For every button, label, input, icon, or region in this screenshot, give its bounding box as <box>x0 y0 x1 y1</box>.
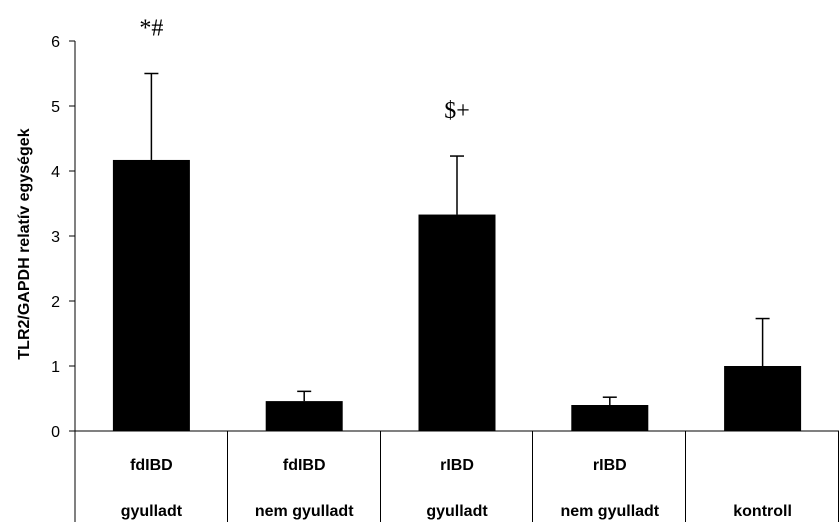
y-tick-label: 0 <box>51 424 60 441</box>
bar <box>112 159 190 431</box>
y-tick-label: 3 <box>51 229 60 246</box>
significance-annotation: *# <box>139 16 163 42</box>
category-labels: fdIBD gyulladt fdIBD nem gyulladt rIBD gyulla… <box>121 457 792 520</box>
category-label-line2: gyulladt <box>121 503 183 520</box>
y-tick-label: 5 <box>51 99 60 116</box>
bar <box>571 405 649 431</box>
category-label-line2: kontroll <box>733 503 792 520</box>
category-label-line1: fdIBD <box>283 457 326 474</box>
y-tick-label: 4 <box>51 164 60 181</box>
category-label-line1: rIBD <box>593 457 627 474</box>
category-label-line2: nem gyulladt <box>255 503 354 520</box>
y-axis-ticks: 0 1 2 3 4 5 6 <box>51 34 75 441</box>
y-axis-label: TLR2/GAPDH relatív egységek <box>16 128 33 359</box>
bar <box>265 401 343 431</box>
bar <box>724 366 802 431</box>
annotations: *# $+ <box>139 16 469 125</box>
category-label-line1: rIBD <box>440 457 474 474</box>
category-label-line2: nem gyulladt <box>560 503 659 520</box>
category-label-line1: fdIBD <box>130 457 173 474</box>
category-label-line2: gyulladt <box>426 503 488 520</box>
y-tick-label: 2 <box>51 294 60 311</box>
y-tick-label: 6 <box>51 34 60 51</box>
bar <box>418 214 496 431</box>
bars <box>112 159 802 431</box>
error-bars <box>144 72 770 405</box>
significance-annotation: $+ <box>444 98 470 124</box>
y-tick-label: 1 <box>51 359 60 376</box>
